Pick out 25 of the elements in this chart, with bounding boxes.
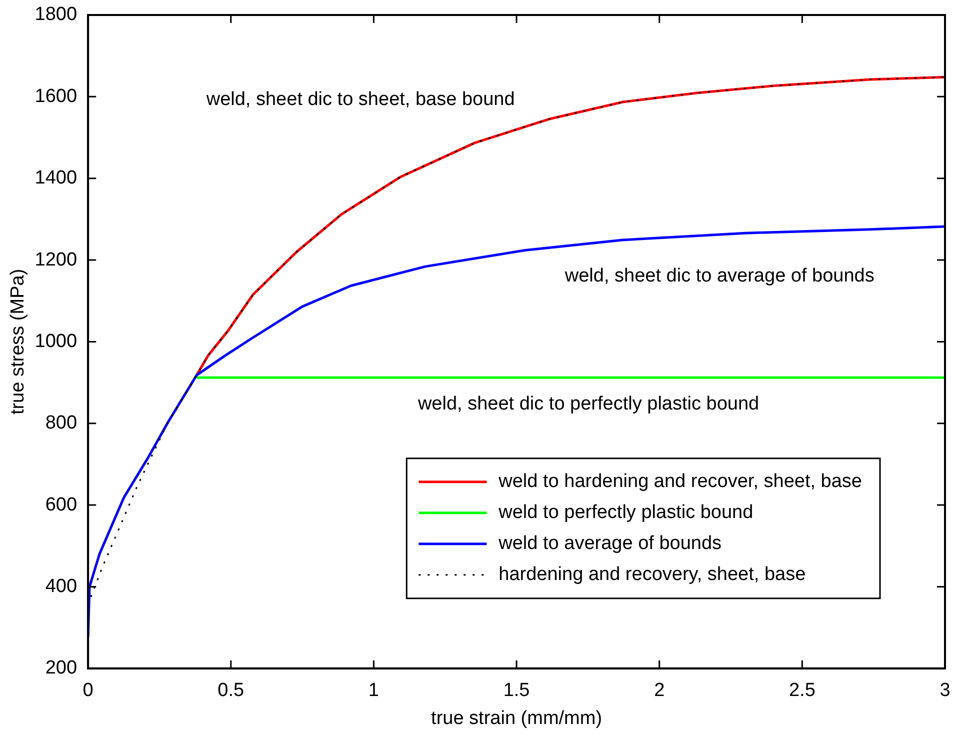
legend-label: weld to hardening and recover, sheet, base	[498, 471, 862, 492]
annotation: weld, sheet dic to perfectly plastic bound	[416, 394, 760, 415]
x-tick-label: 0.5	[218, 680, 244, 702]
y-tick-label: 1200	[34, 249, 78, 270]
annotation: weld, sheet dic to average of bounds	[564, 266, 874, 287]
legend-label: weld to average of bounds	[498, 533, 722, 554]
x-tick-label: 0	[82, 680, 94, 702]
y-tick-label: 1400	[34, 168, 78, 189]
legend-label: weld to perfectly plastic bound	[498, 502, 754, 524]
x-axis-title: true strain (mm/mm)	[431, 708, 602, 729]
x-tick-label: 2.5	[788, 680, 816, 702]
y-axis-title: true stress (MPa)	[8, 268, 29, 415]
y-tick-label: 400	[45, 576, 78, 597]
x-tick-label: 2	[654, 680, 665, 702]
legend-label: hardening and recovery, sheet, base	[498, 564, 806, 586]
y-tick-label: 1600	[34, 86, 78, 107]
x-tick-label: 1.5	[503, 680, 530, 702]
y-tick-label: 1000	[34, 330, 78, 352]
x-tick-label: 3	[940, 680, 950, 702]
y-tick-label: 200	[45, 658, 78, 679]
y-tick-label: 600	[45, 494, 78, 516]
x-tick-label: 1	[368, 680, 379, 702]
y-tick-label: 1800	[34, 4, 78, 26]
y-tick-label: 800	[45, 412, 78, 434]
annotation: weld, sheet dic to sheet, base bound	[205, 89, 515, 110]
